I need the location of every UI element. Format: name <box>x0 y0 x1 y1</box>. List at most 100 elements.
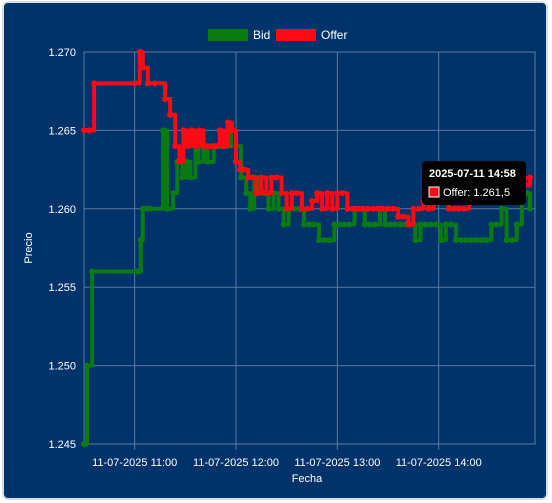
data-point-offer[interactable] <box>395 213 402 220</box>
data-point-offer[interactable] <box>390 205 397 212</box>
data-point-offer[interactable] <box>293 190 300 197</box>
data-point-bid[interactable] <box>397 221 404 228</box>
data-point-offer[interactable] <box>359 205 366 212</box>
data-point-offer[interactable] <box>450 205 457 212</box>
data-point-bid[interactable] <box>427 221 434 228</box>
data-point-offer[interactable] <box>167 111 174 118</box>
data-point-offer[interactable] <box>385 205 392 212</box>
data-point-bid[interactable] <box>243 190 250 197</box>
data-point-offer[interactable] <box>278 190 285 197</box>
data-point-offer[interactable] <box>81 127 87 134</box>
data-point-bid[interactable] <box>526 205 533 212</box>
data-point-bid[interactable] <box>483 237 490 244</box>
data-point-bid[interactable] <box>336 221 343 228</box>
data-point-offer[interactable] <box>288 190 295 197</box>
data-point-offer[interactable] <box>196 127 203 134</box>
data-point-offer[interactable] <box>298 205 305 212</box>
data-point-bid[interactable] <box>392 221 399 228</box>
data-point-bid[interactable] <box>247 205 254 212</box>
data-point-offer[interactable] <box>212 143 219 150</box>
data-point-bid[interactable] <box>422 221 429 228</box>
data-point-bid[interactable] <box>204 158 211 165</box>
data-point-bid[interactable] <box>442 221 449 228</box>
data-point-bid[interactable] <box>89 268 96 275</box>
data-point-offer[interactable] <box>339 190 346 197</box>
data-point-offer[interactable] <box>216 127 223 134</box>
data-point-offer[interactable] <box>228 127 235 134</box>
data-point-offer[interactable] <box>425 205 432 212</box>
data-point-bid[interactable] <box>84 362 91 369</box>
data-point-bid[interactable] <box>468 237 475 244</box>
data-point-offer[interactable] <box>144 80 151 87</box>
data-point-offer[interactable] <box>268 174 275 181</box>
data-point-offer[interactable] <box>258 174 265 181</box>
data-point-bid[interactable] <box>503 237 510 244</box>
data-point-offer[interactable] <box>283 205 290 212</box>
data-point-bid[interactable] <box>513 221 520 228</box>
data-point-offer[interactable] <box>455 205 462 212</box>
data-point-bid[interactable] <box>498 205 505 212</box>
data-point-offer[interactable] <box>162 96 169 103</box>
data-point-offer[interactable] <box>253 190 260 197</box>
data-point-bid[interactable] <box>160 127 167 134</box>
data-point-offer[interactable] <box>188 127 195 134</box>
data-point-bid[interactable] <box>137 237 144 244</box>
data-point-offer[interactable] <box>405 221 412 228</box>
data-point-bid[interactable] <box>488 221 495 228</box>
data-point-bid[interactable] <box>300 221 307 228</box>
data-point-bid[interactable] <box>447 221 454 228</box>
legend-item-bid[interactable]: Bid <box>208 28 270 42</box>
data-point-offer[interactable] <box>136 49 143 55</box>
data-point-offer[interactable] <box>273 174 280 181</box>
data-point-bid[interactable] <box>265 205 272 212</box>
data-point-bid[interactable] <box>473 237 480 244</box>
data-point-bid[interactable] <box>305 221 312 228</box>
data-point-offer[interactable] <box>139 64 146 71</box>
data-point-bid[interactable] <box>478 237 485 244</box>
data-point-bid[interactable] <box>187 174 194 181</box>
data-point-bid[interactable] <box>341 221 348 228</box>
data-point-bid[interactable] <box>81 441 87 447</box>
data-point-offer[interactable] <box>151 80 158 87</box>
data-point-bid[interactable] <box>366 221 373 228</box>
data-point-offer[interactable] <box>354 205 361 212</box>
data-point-offer[interactable] <box>263 190 270 197</box>
data-point-bid[interactable] <box>326 237 333 244</box>
data-point-offer[interactable] <box>220 143 227 150</box>
data-point-offer[interactable] <box>344 205 351 212</box>
data-point-offer[interactable] <box>410 205 417 212</box>
data-point-bid[interactable] <box>452 237 459 244</box>
data-point-offer[interactable] <box>180 127 187 134</box>
data-point-offer[interactable] <box>86 127 93 134</box>
data-point-offer[interactable] <box>176 158 183 165</box>
data-point-offer[interactable] <box>224 119 231 126</box>
data-point-offer[interactable] <box>461 205 468 212</box>
data-point-offer[interactable] <box>379 205 386 212</box>
data-point-offer[interactable] <box>192 143 199 150</box>
data-point-offer[interactable] <box>329 205 336 212</box>
data-point-offer[interactable] <box>334 190 341 197</box>
data-point-bid[interactable] <box>387 221 394 228</box>
data-point-bid[interactable] <box>458 237 465 244</box>
data-point-bid[interactable] <box>463 237 470 244</box>
data-point-bid[interactable] <box>164 205 171 212</box>
data-point-offer[interactable] <box>131 80 138 87</box>
data-point-offer[interactable] <box>91 80 98 87</box>
data-point-offer[interactable] <box>349 205 356 212</box>
data-point-bid[interactable] <box>371 221 378 228</box>
data-point-bid[interactable] <box>275 205 282 212</box>
data-point-offer[interactable] <box>172 143 179 150</box>
data-point-bid[interactable] <box>195 158 202 165</box>
data-point-bid[interactable] <box>311 221 318 228</box>
data-point-bid[interactable] <box>280 221 287 228</box>
data-point-bid[interactable] <box>146 205 153 212</box>
data-point-bid[interactable] <box>134 268 141 275</box>
data-point-offer[interactable] <box>324 190 331 197</box>
data-point-offer[interactable] <box>369 205 376 212</box>
data-point-bid[interactable] <box>346 221 353 228</box>
data-point-bid[interactable] <box>417 221 424 228</box>
data-point-bid[interactable] <box>321 237 328 244</box>
data-point-bid[interactable] <box>412 237 419 244</box>
data-point-offer[interactable] <box>309 197 316 204</box>
data-point-offer[interactable] <box>241 166 248 173</box>
